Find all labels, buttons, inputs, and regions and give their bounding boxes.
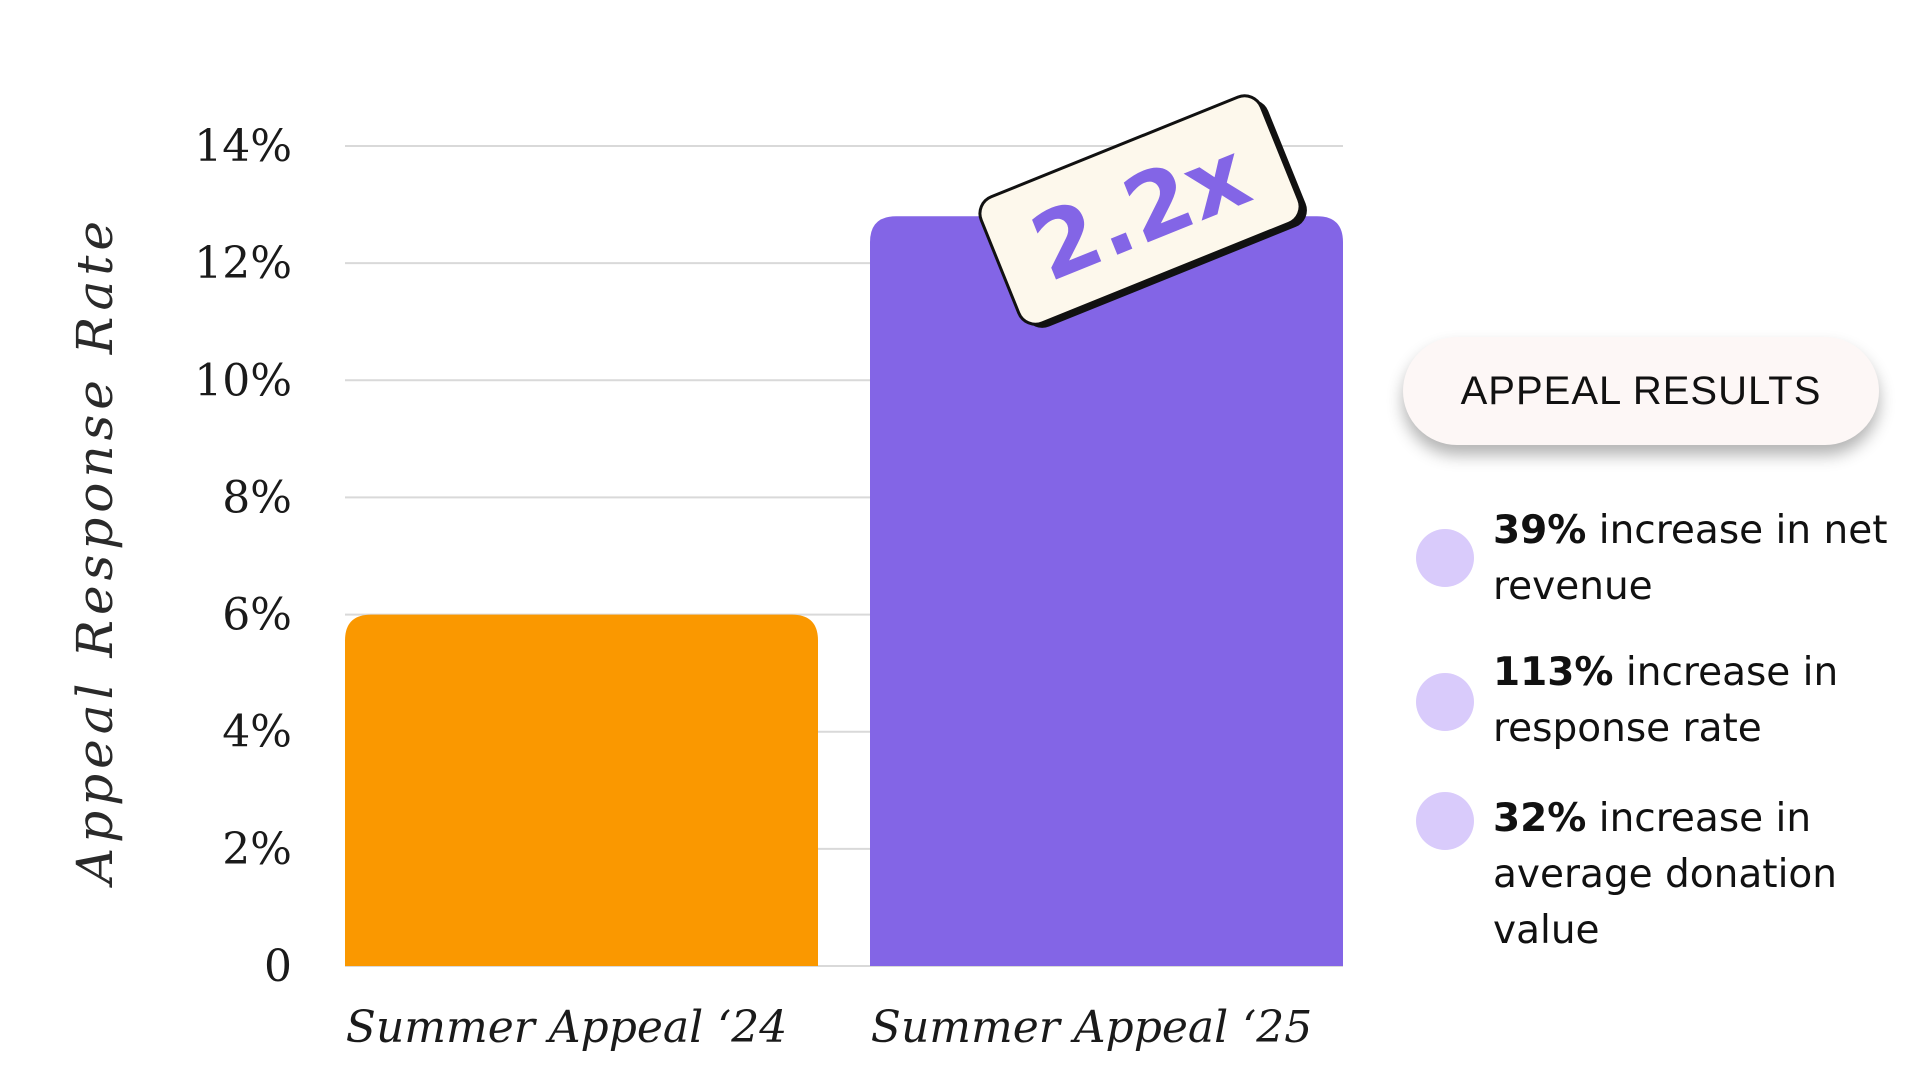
result-description: increase in net revenue [1493, 508, 1888, 609]
bars [345, 216, 1343, 967]
result-description: increase in response rate [1493, 650, 1839, 751]
bullet-dot-icon [1416, 529, 1474, 587]
result-description: increase in average donation value [1493, 796, 1837, 953]
y-tick-label: 2% [222, 824, 292, 875]
bar-1 [345, 614, 818, 966]
bullet-dot-icon [1416, 792, 1474, 850]
result-value: 32% [1493, 796, 1587, 841]
y-tick-label: 4% [222, 707, 292, 758]
result-text: 32% increase in average donation value [1493, 791, 1893, 959]
y-tick-label: 12% [194, 238, 292, 289]
y-tick-label: 10% [194, 355, 292, 406]
bar-2 [870, 216, 1343, 967]
y-tick-label: 6% [222, 590, 292, 641]
x-category-labels: Summer Appeal ‘24 Summer Appeal ‘25 [346, 1002, 1312, 1053]
appeal-results-heading: APPEAL RESULTS [1403, 337, 1879, 445]
y-tick-labels: 0 2% 4% 6% 8% 10% 12% 14% [194, 121, 292, 992]
x-category-label: Summer Appeal ‘24 [346, 1002, 787, 1053]
y-tick-label: 14% [194, 121, 292, 172]
y-tick-label: 8% [222, 472, 292, 523]
y-axis-label: Appeal Response Rate [66, 216, 124, 888]
bullet-dot-icon [1416, 673, 1474, 731]
result-value: 39% [1493, 508, 1587, 553]
appeal-results-title: APPEAL RESULTS [1460, 368, 1822, 413]
x-category-label: Summer Appeal ‘25 [871, 1002, 1312, 1053]
result-text: 113% increase in response rate [1493, 645, 1893, 757]
result-text: 39% increase in net revenue [1493, 503, 1893, 615]
y-tick-label: 0 [264, 941, 292, 992]
result-value: 113% [1493, 650, 1614, 695]
